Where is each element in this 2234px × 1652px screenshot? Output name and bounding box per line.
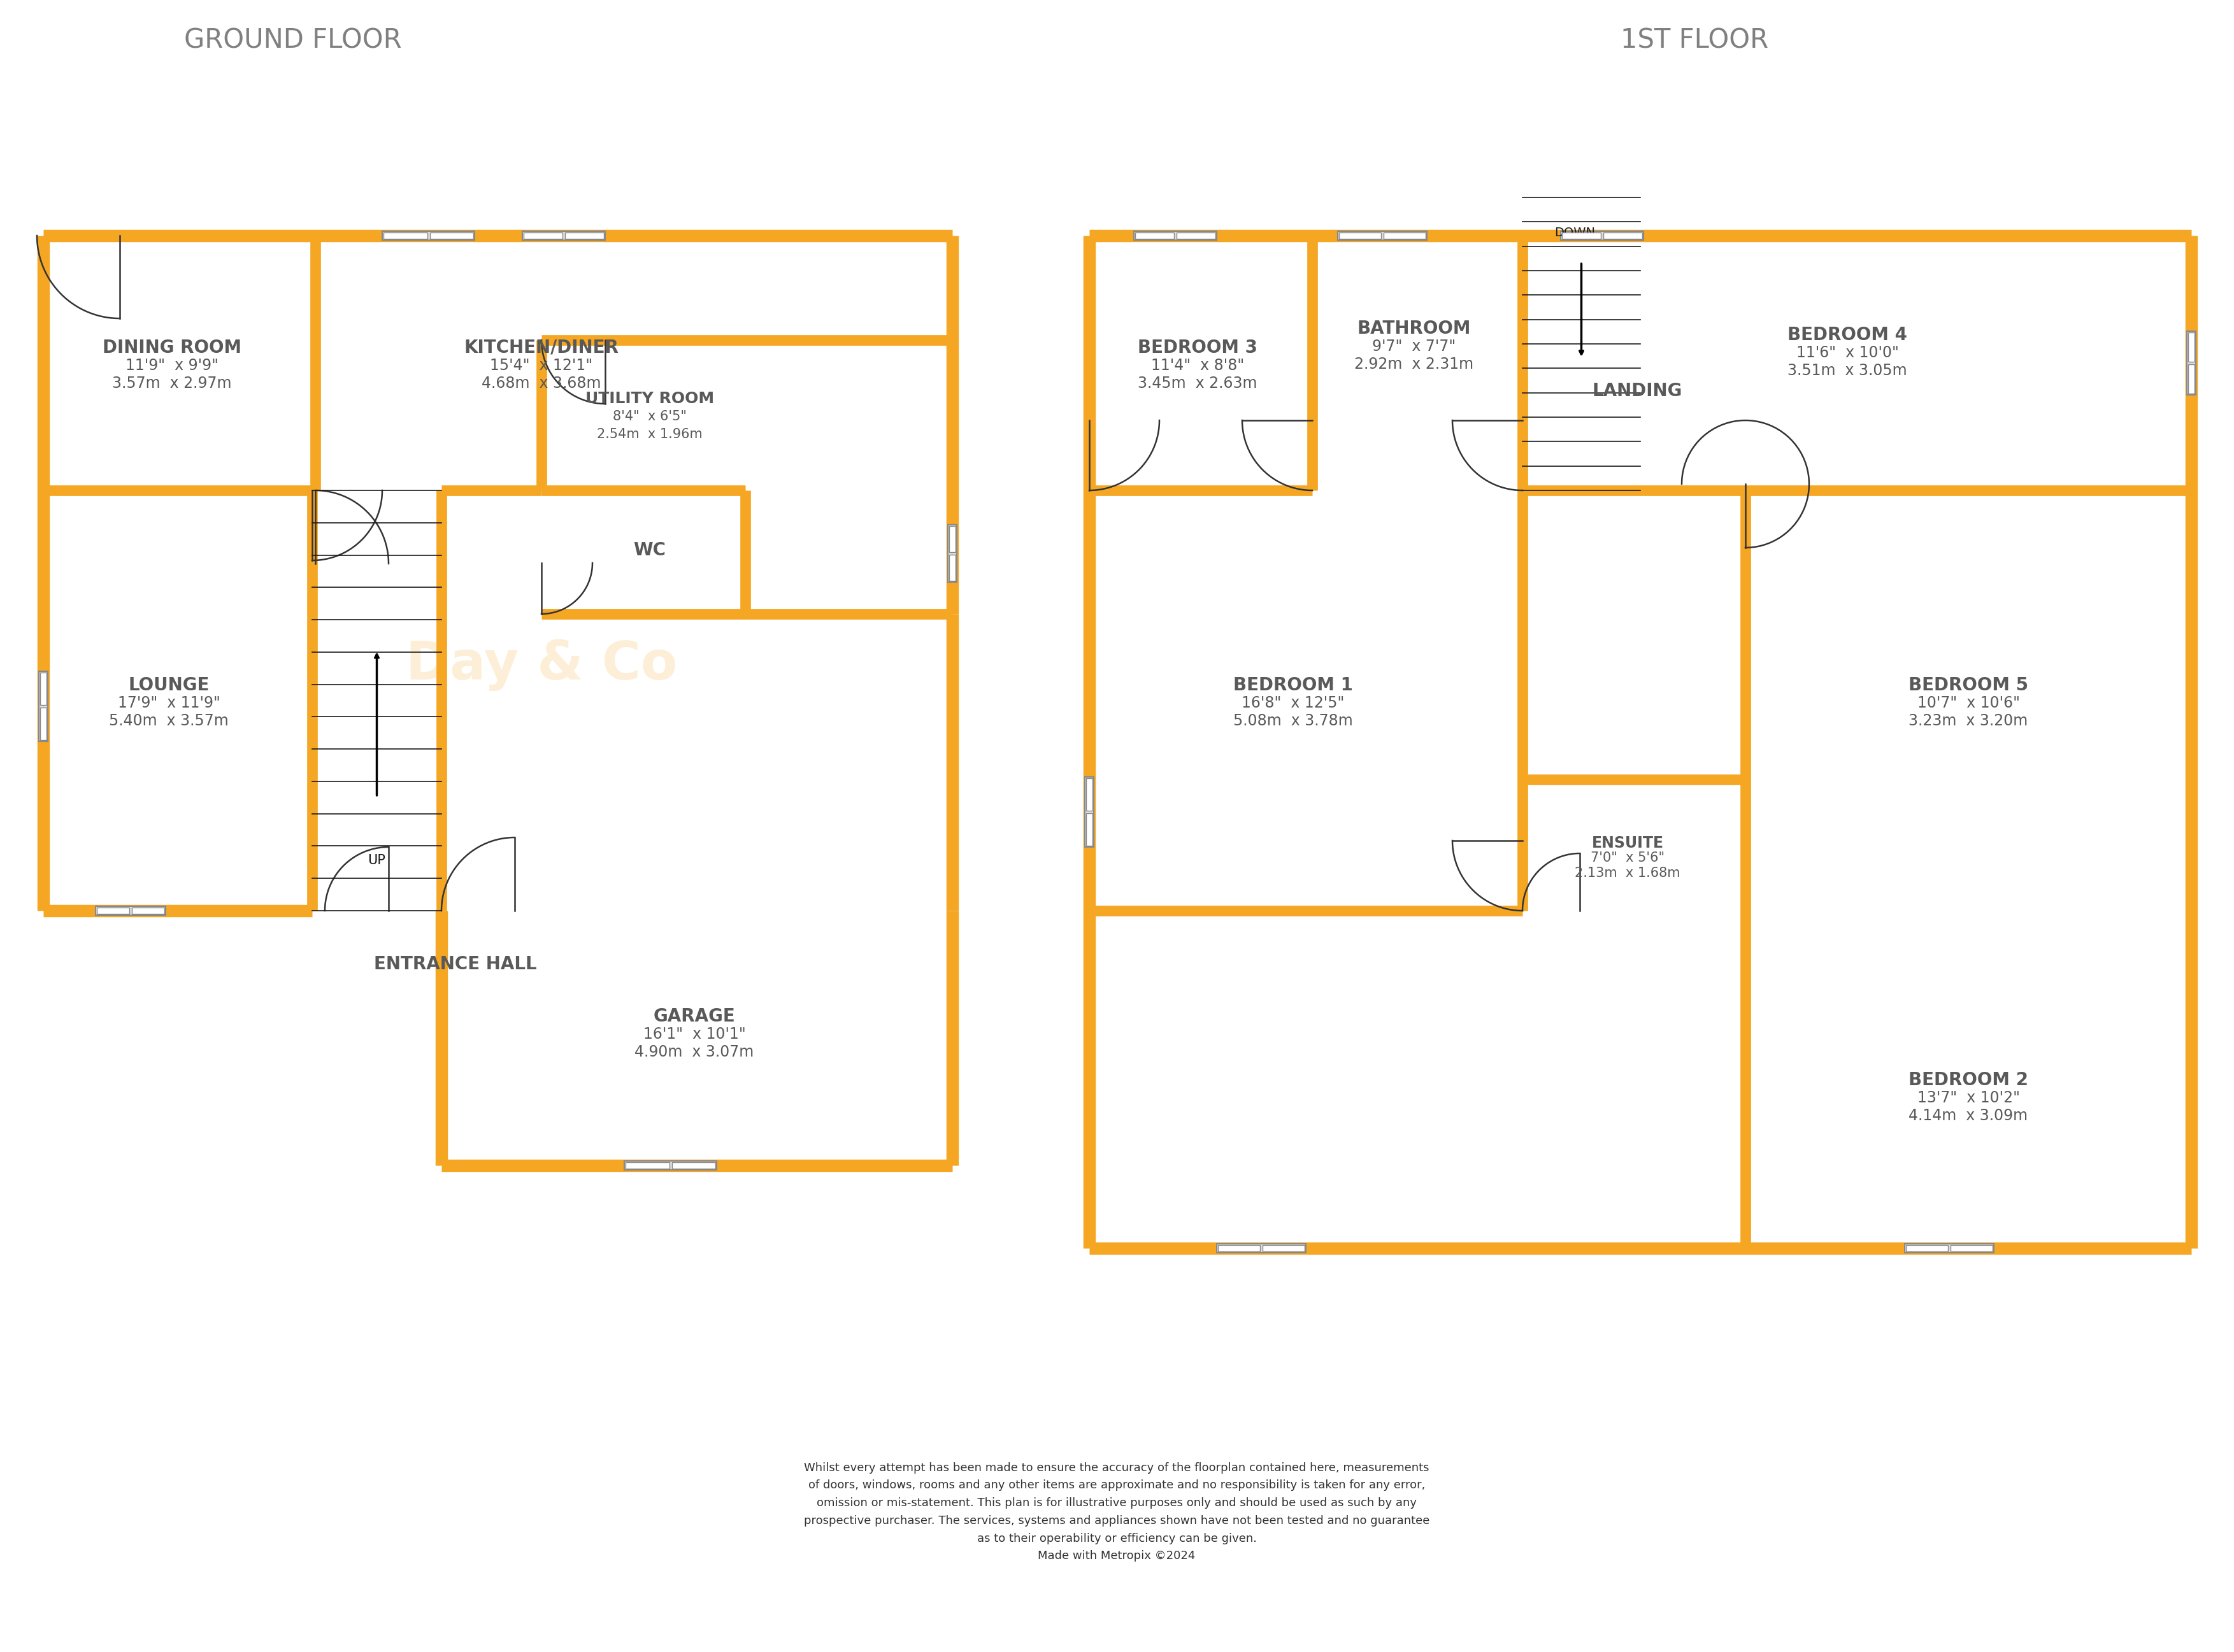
Bar	[429, 233, 474, 240]
Bar	[1135, 231, 1218, 240]
Text: KITCHEN/DINER: KITCHEN/DINER	[465, 339, 619, 357]
Bar	[1906, 1244, 1995, 1252]
Bar	[1177, 233, 1215, 240]
Text: 3.23m  x 3.20m: 3.23m x 3.20m	[1908, 714, 2028, 729]
Bar	[382, 231, 474, 240]
Text: ENTRANCE HALL: ENTRANCE HALL	[373, 955, 536, 973]
Bar	[623, 1161, 717, 1170]
Bar	[1604, 233, 1642, 240]
Bar	[1218, 1244, 1307, 1252]
Bar	[132, 907, 165, 914]
Text: 5.40m  x 3.57m: 5.40m x 3.57m	[109, 714, 228, 729]
Bar	[1562, 233, 1602, 240]
Text: 3.51m  x 3.05m: 3.51m x 3.05m	[1787, 363, 1908, 378]
Bar	[2187, 330, 2196, 395]
Bar	[1338, 231, 1428, 240]
Text: 3.57m  x 2.97m: 3.57m x 2.97m	[112, 375, 232, 392]
Text: UP: UP	[369, 854, 386, 867]
Text: 16'1"  x 10'1": 16'1" x 10'1"	[643, 1026, 746, 1042]
Bar	[40, 707, 47, 740]
Bar	[949, 555, 956, 582]
Text: BEDROOM 2: BEDROOM 2	[1908, 1070, 2028, 1089]
Text: 11'6"  x 10'0": 11'6" x 10'0"	[1796, 345, 1899, 360]
Text: 3.45m  x 2.63m: 3.45m x 2.63m	[1137, 375, 1258, 392]
Text: DOWN: DOWN	[1555, 226, 1595, 238]
Bar	[1906, 1246, 1948, 1252]
Bar	[40, 672, 47, 705]
Text: 11'9"  x 9'9": 11'9" x 9'9"	[125, 358, 219, 373]
Text: 11'4"  x 8'8": 11'4" x 8'8"	[1151, 358, 1244, 373]
Text: BEDROOM 4: BEDROOM 4	[1787, 325, 1908, 344]
Text: 2.54m  x 1.96m: 2.54m x 1.96m	[596, 428, 701, 441]
Bar	[1135, 233, 1175, 240]
Text: 4.14m  x 3.09m: 4.14m x 3.09m	[1908, 1108, 2028, 1123]
Text: LOUNGE: LOUNGE	[127, 676, 210, 694]
Text: LANDING: LANDING	[1593, 382, 1682, 400]
Bar	[947, 525, 956, 582]
Text: 13'7"  x 10'2": 13'7" x 10'2"	[1917, 1090, 2020, 1105]
Text: 15'4"  x 12'1": 15'4" x 12'1"	[489, 358, 592, 373]
Bar	[672, 1163, 715, 1168]
Bar	[523, 233, 563, 240]
Bar	[1262, 1246, 1305, 1252]
Text: 1ST FLOOR: 1ST FLOOR	[1620, 28, 1769, 55]
Bar	[1086, 778, 1092, 811]
Text: Whilst every attempt has been made to ensure the accuracy of the floorplan conta: Whilst every attempt has been made to en…	[804, 1462, 1430, 1561]
Text: BATHROOM: BATHROOM	[1358, 320, 1470, 337]
Text: 16'8"  x 12'5": 16'8" x 12'5"	[1242, 695, 1345, 710]
Bar	[96, 907, 165, 915]
Bar	[1218, 1246, 1260, 1252]
Bar	[1950, 1246, 1993, 1252]
Bar	[523, 231, 605, 240]
Bar	[1338, 233, 1381, 240]
Text: GARAGE: GARAGE	[652, 1008, 735, 1026]
Bar	[565, 233, 603, 240]
Bar	[949, 525, 956, 552]
Bar	[626, 1163, 670, 1168]
Text: 7'0"  x 5'6": 7'0" x 5'6"	[1591, 851, 1664, 864]
Text: 9'7"  x 7'7": 9'7" x 7'7"	[1372, 339, 1457, 354]
Text: GROUND FLOOR: GROUND FLOOR	[183, 28, 402, 55]
Text: 2.13m  x 1.68m: 2.13m x 1.68m	[1575, 867, 1680, 879]
Text: 4.90m  x 3.07m: 4.90m x 3.07m	[634, 1044, 755, 1059]
Bar	[38, 671, 47, 742]
Text: Day & Co: Day & Co	[407, 639, 677, 691]
Bar	[384, 233, 427, 240]
Bar	[2187, 365, 2194, 393]
Bar	[2187, 332, 2194, 362]
Text: 5.08m  x 3.78m: 5.08m x 3.78m	[1233, 714, 1354, 729]
Text: DINING ROOM: DINING ROOM	[103, 339, 241, 357]
Bar	[1383, 233, 1425, 240]
Text: 8'4"  x 6'5": 8'4" x 6'5"	[612, 410, 686, 423]
Text: 4.68m  x 3.68m: 4.68m x 3.68m	[483, 375, 601, 392]
Text: BEDROOM 5: BEDROOM 5	[1908, 676, 2028, 694]
Text: 17'9"  x 11'9": 17'9" x 11'9"	[118, 695, 219, 710]
Text: 10'7"  x 10'6": 10'7" x 10'6"	[1917, 695, 2020, 710]
Text: UTILITY ROOM: UTILITY ROOM	[585, 392, 715, 406]
Text: BEDROOM 1: BEDROOM 1	[1233, 676, 1354, 694]
Text: BEDROOM 3: BEDROOM 3	[1137, 339, 1258, 357]
Bar	[1086, 776, 1095, 847]
Bar	[1086, 813, 1092, 846]
Text: WC: WC	[634, 542, 666, 558]
Text: 2.92m  x 2.31m: 2.92m x 2.31m	[1354, 357, 1474, 372]
Bar	[1562, 231, 1644, 240]
Text: ENSUITE: ENSUITE	[1591, 836, 1664, 851]
Bar	[96, 907, 130, 914]
